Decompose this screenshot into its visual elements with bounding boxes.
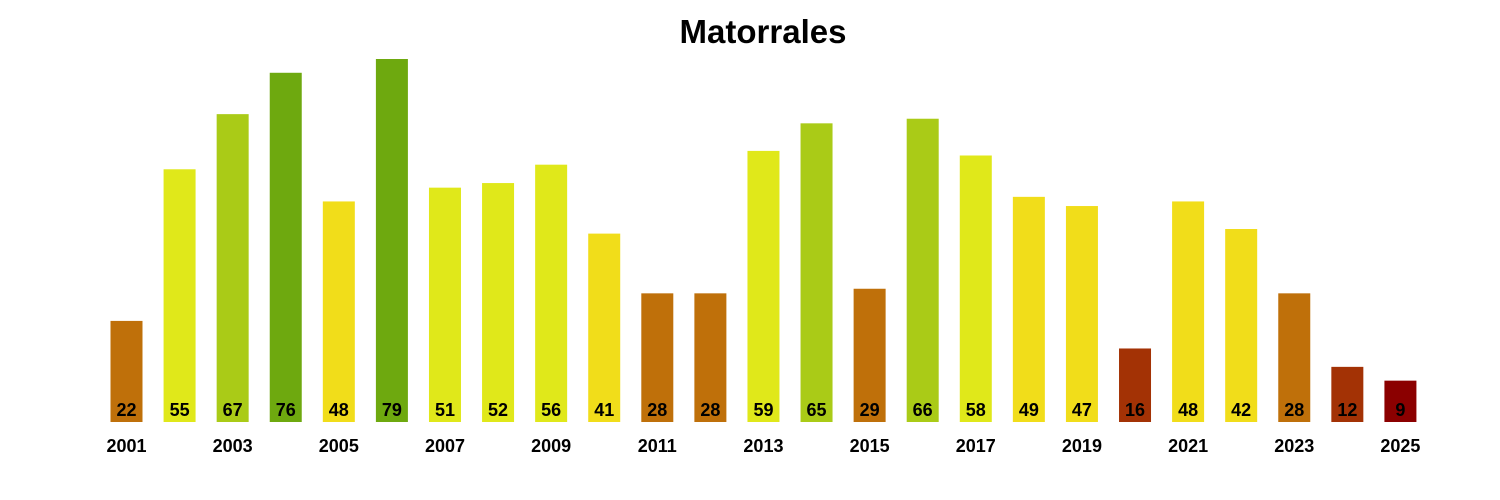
- bar-2018: [1012, 196, 1045, 422]
- value-label-2008: 52: [488, 400, 508, 420]
- bar-2001: [110, 320, 143, 422]
- value-label-2010: 41: [594, 400, 614, 420]
- bar-2010: [588, 233, 621, 422]
- bar-2025: [1384, 380, 1417, 422]
- x-tick-2025: 2025: [1380, 436, 1420, 456]
- value-label-2013: 59: [753, 400, 773, 420]
- value-label-2002: 55: [170, 400, 190, 420]
- value-label-2001: 22: [116, 400, 136, 420]
- x-tick-2003: 2003: [213, 436, 253, 456]
- value-label-2012: 28: [700, 400, 720, 420]
- bar-2021: [1172, 201, 1205, 422]
- bar-2023: [1278, 293, 1311, 422]
- bar-2016: [906, 118, 939, 422]
- bar-2017: [959, 155, 992, 423]
- bar-2006: [375, 59, 408, 422]
- bar-2024: [1331, 366, 1364, 422]
- x-tick-2019: 2019: [1062, 436, 1102, 456]
- x-tick-2001: 2001: [106, 436, 146, 456]
- chart-title: Matorrales: [680, 13, 847, 50]
- x-tick-2005: 2005: [319, 436, 359, 456]
- value-label-2003: 67: [223, 400, 243, 420]
- value-label-2019: 47: [1072, 400, 1092, 420]
- value-label-2009: 56: [541, 400, 561, 420]
- bar-2022: [1225, 229, 1258, 422]
- value-label-2021: 48: [1178, 400, 1198, 420]
- bar-2007: [428, 187, 461, 422]
- bar-2011: [641, 293, 674, 422]
- value-label-2022: 42: [1231, 400, 1251, 420]
- value-label-2017: 58: [966, 400, 986, 420]
- bar-2012: [694, 293, 727, 422]
- value-label-2024: 12: [1337, 400, 1357, 420]
- bars-group: [110, 59, 1417, 423]
- x-tick-2011: 2011: [638, 436, 677, 456]
- x-tick-2015: 2015: [850, 436, 890, 456]
- value-label-2018: 49: [1019, 400, 1039, 420]
- value-label-2006: 79: [382, 400, 402, 420]
- value-label-2005: 48: [329, 400, 349, 420]
- x-tick-2007: 2007: [425, 436, 465, 456]
- value-label-2015: 29: [860, 400, 880, 420]
- bar-2014: [800, 123, 833, 422]
- x-axis-tick-labels: 2001 2003 2005 2007 2009 2011 2013 2015 2017 2019…: [106, 436, 1420, 456]
- x-tick-2013: 2013: [743, 436, 783, 456]
- value-label-2025: 9: [1395, 400, 1405, 420]
- bar-2003: [216, 114, 249, 422]
- bar-2009: [535, 164, 568, 422]
- bar-2002: [163, 169, 196, 422]
- value-label-2004: 76: [276, 400, 296, 420]
- value-label-2011: 28: [647, 400, 667, 420]
- x-tick-2023: 2023: [1274, 436, 1314, 456]
- x-tick-2021: 2021: [1168, 436, 1208, 456]
- bar-2020: [1119, 348, 1152, 422]
- value-labels-group: 22 55 67 76 48 79 51 52 56 41 28 28 59 65 29 66 58 49 47 16…: [116, 400, 1405, 420]
- value-label-2023: 28: [1284, 400, 1304, 420]
- bar-2005: [322, 201, 355, 422]
- bar-2013: [747, 150, 780, 422]
- x-tick-2009: 2009: [531, 436, 571, 456]
- bar-2019: [1065, 206, 1098, 422]
- value-label-2016: 66: [913, 400, 933, 420]
- value-label-2014: 65: [807, 400, 827, 420]
- bar-2004: [269, 72, 302, 422]
- x-tick-2017: 2017: [956, 436, 996, 456]
- bar-2015: [853, 288, 886, 422]
- value-label-2007: 51: [435, 400, 455, 420]
- bar-2008: [482, 183, 515, 422]
- value-label-2020: 16: [1125, 400, 1145, 420]
